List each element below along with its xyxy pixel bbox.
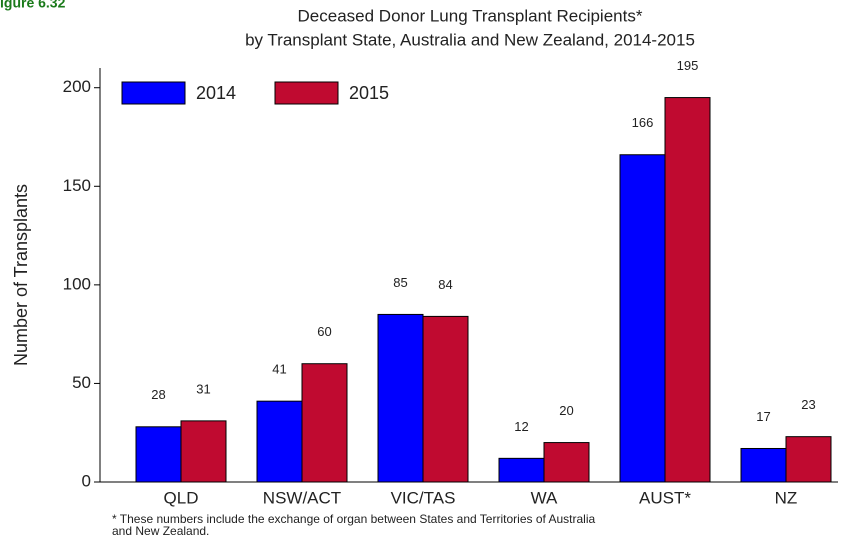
chart-title: Deceased Donor Lung Transplant Recipient… <box>298 6 643 25</box>
chart-title: by Transplant State, Australia and New Z… <box>245 30 695 49</box>
y-tick-label: 200 <box>63 77 91 96</box>
bar <box>377 313 424 483</box>
y-tick-label: 0 <box>82 471 91 490</box>
bar <box>543 442 590 483</box>
value-label: 23 <box>801 397 815 412</box>
footnote: and New Zealand. <box>112 524 209 538</box>
x-tick-label: WA <box>531 488 558 507</box>
value-label: 85 <box>393 275 407 290</box>
legend-swatch <box>121 81 186 105</box>
x-tick-label: NZ <box>775 488 798 507</box>
bar <box>422 315 469 483</box>
legend-label: 2014 <box>196 83 236 103</box>
value-label: 84 <box>438 277 452 292</box>
y-tick-label: 150 <box>63 176 91 195</box>
x-tick-label: QLD <box>164 488 199 507</box>
bar <box>135 426 182 483</box>
x-tick-label: NSW/ACT <box>263 488 341 507</box>
value-label: 41 <box>272 362 286 377</box>
value-label: 166 <box>632 115 654 130</box>
value-label: 31 <box>196 381 210 396</box>
legend-label: 2015 <box>349 83 389 103</box>
bar <box>498 457 545 483</box>
bar <box>301 363 348 483</box>
y-tick-label: 50 <box>72 373 91 392</box>
x-tick-label: AUST* <box>639 488 691 507</box>
value-label: 17 <box>756 409 770 424</box>
x-tick-label: VIC/TAS <box>391 488 456 507</box>
bar <box>180 420 227 483</box>
value-label: 12 <box>514 419 528 434</box>
legend-swatch <box>274 81 339 105</box>
value-label: 195 <box>677 58 699 73</box>
figure-label: igure 6.32 <box>0 0 66 11</box>
bar <box>619 154 666 483</box>
bar <box>785 436 832 483</box>
value-label: 28 <box>151 387 165 402</box>
bar <box>664 97 711 483</box>
value-label: 60 <box>317 324 331 339</box>
bar <box>256 400 303 483</box>
bar <box>740 447 787 483</box>
footnote: * These numbers include the exchange of … <box>112 512 596 526</box>
y-axis-label: Number of Transplants <box>11 184 31 366</box>
value-label: 20 <box>559 403 573 418</box>
y-tick-label: 100 <box>63 274 91 293</box>
